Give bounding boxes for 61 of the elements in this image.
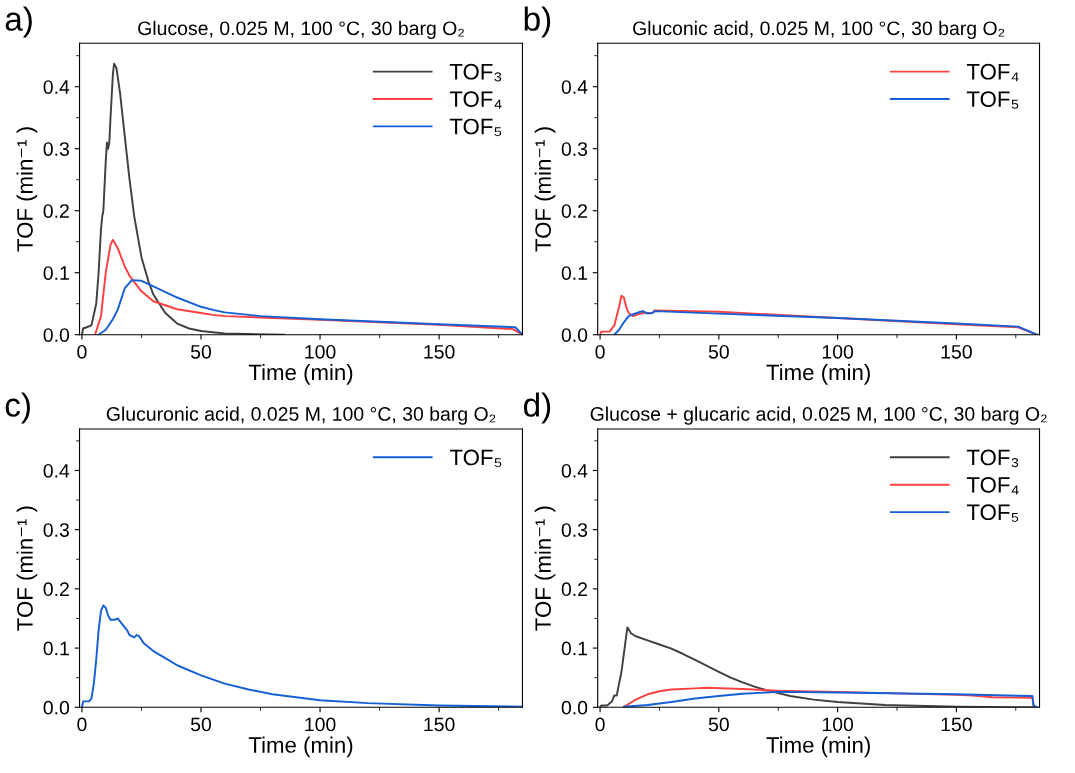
y-axis-title: TOF (min⁻¹ )	[16, 127, 38, 252]
x-tick-label: 150	[941, 717, 972, 732]
x-tick-label: 100	[305, 344, 336, 359]
x-tick-label: 50	[190, 344, 212, 359]
x-tick-label: 0	[77, 344, 87, 359]
x-tick-label: 0	[595, 344, 605, 359]
y-tick-label: 0.3	[561, 523, 588, 537]
y-tick-label: 0.2	[561, 204, 587, 218]
y-tick-label: 0.3	[43, 523, 69, 537]
legend-label: TOF₃	[966, 449, 1019, 468]
legend-label: TOF₄	[966, 63, 1019, 82]
text: b)	[524, 6, 551, 38]
x-tick-label: 0	[77, 717, 87, 732]
x-tick-label: 50	[190, 717, 212, 732]
x-axis-title: Time (min)	[766, 736, 870, 758]
y-tick-label: 0.1	[43, 641, 69, 656]
y-tick-label: 0.1	[561, 266, 588, 280]
x-tick-label: 0	[595, 717, 605, 732]
x-axis-title: Time (min)	[248, 736, 353, 758]
y-tick-label: 0.1	[561, 641, 588, 656]
legend-label: TOF₅	[966, 504, 1019, 522]
y-tick-label: 0.3	[43, 142, 69, 156]
x-tick-label: 50	[708, 717, 729, 732]
x-tick-label: 50	[708, 344, 729, 359]
x-tick-label: 150	[424, 344, 455, 359]
legend-label: TOF₄	[966, 476, 1019, 495]
x-tick-label: 100	[822, 344, 854, 359]
text: d)	[523, 392, 551, 424]
y-tick-label: 0.1	[43, 266, 69, 280]
y-axis-title: TOF (min⁻¹ )	[534, 506, 556, 631]
y-axis-title: TOF (min⁻¹ )	[16, 506, 38, 631]
x-tick-label: 100	[822, 717, 854, 732]
y-tick-label: 0.4	[43, 80, 70, 94]
chart-title: Glucuronic acid, 0.025 M, 100 °C, 30 barg O₂	[106, 406, 496, 425]
y-tick-label: 0.0	[561, 328, 588, 342]
y-tick-label: 0.2	[43, 582, 69, 597]
x-axis-title: Time (min)	[248, 363, 353, 385]
x-tick-label: 150	[424, 717, 455, 732]
legend-label: TOF₅	[449, 118, 502, 137]
chart-title: Gluconic acid, 0.025 M, 100 °C, 30 barg O₂	[633, 20, 1005, 39]
x-tick-label: 100	[305, 717, 336, 732]
legend-label: TOF₃	[449, 63, 502, 82]
legend-label: TOF₅	[966, 91, 1019, 109]
y-axis-title: TOF (min⁻¹ )	[534, 127, 556, 252]
chart-title: Glucose + glucaric acid, 0.025 M, 100 °C, 30 barg O₂	[590, 406, 1047, 425]
text: c)	[5, 392, 30, 424]
legend-label: TOF₅	[449, 449, 502, 468]
chart-title: Glucose, 0.025 M, 100 °C, 30 barg O₂	[138, 20, 464, 39]
y-tick-label: 0.4	[43, 463, 70, 478]
y-tick-label: 0.4	[561, 80, 588, 94]
y-tick-label: 0.0	[561, 700, 588, 715]
y-tick-label: 0.0	[43, 328, 70, 342]
y-tick-label: 0.4	[561, 463, 588, 478]
x-axis-title: Time (min)	[766, 363, 870, 385]
y-tick-label: 0.3	[561, 142, 588, 156]
y-tick-label: 0.2	[561, 582, 587, 597]
x-tick-label: 150	[941, 344, 972, 359]
text: a)	[5, 6, 32, 38]
y-tick-label: 0.0	[43, 700, 70, 715]
legend-label: TOF₄	[449, 91, 502, 109]
y-tick-label: 0.2	[43, 204, 69, 218]
